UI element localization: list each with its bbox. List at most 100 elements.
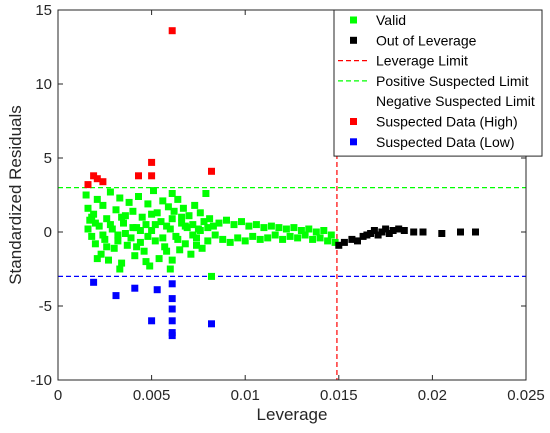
legend-label-6: Suspected Data (High) (376, 114, 518, 130)
point-series2-16 (410, 228, 418, 236)
point-series1-56 (185, 212, 193, 220)
legend-label-1: Valid (376, 12, 406, 28)
point-series1-93 (297, 227, 305, 234)
legend-label-4: Positive Suspected Limit (376, 73, 529, 89)
point-series1-31 (138, 213, 146, 221)
point-series3-7 (148, 172, 156, 180)
y-tick-label-5: 10 (35, 76, 52, 93)
point-series1-124 (148, 210, 156, 218)
point-series4-7 (168, 295, 176, 303)
point-series2-2 (340, 238, 348, 246)
point-series1-28 (133, 224, 141, 232)
point-series1-88 (279, 235, 287, 243)
point-series1-113 (159, 234, 167, 242)
point-series1-2 (84, 204, 92, 212)
point-series1-119 (204, 224, 212, 232)
point-series1-71 (215, 219, 223, 227)
point-series1-14 (106, 188, 114, 196)
point-series1-80 (249, 232, 257, 240)
legend-marker-2 (350, 36, 357, 44)
point-series2-8 (370, 227, 378, 234)
point-series1-41 (157, 218, 165, 226)
plot-frame (57, 9, 527, 381)
point-series1-30 (136, 238, 144, 246)
point-series1-73 (223, 216, 230, 224)
point-series1-77 (238, 218, 245, 226)
point-series1-74 (226, 238, 234, 246)
point-series2-15 (400, 227, 408, 234)
point-series1-89 (282, 225, 290, 233)
point-series1-120 (88, 213, 96, 221)
point-series2-12 (385, 230, 393, 237)
point-series1-106 (106, 221, 114, 229)
point-series1-110 (136, 227, 144, 234)
point-series1-121 (103, 243, 111, 251)
point-series1-114 (166, 225, 174, 233)
point-series1-82 (256, 235, 264, 243)
point-series1-4 (88, 232, 96, 240)
legend-label-5: Negative Suspected Limit (376, 93, 535, 109)
point-series4-1 (90, 278, 98, 286)
point-series2-18 (438, 230, 446, 237)
point-series1-103 (84, 225, 92, 233)
point-series1-6 (91, 240, 99, 248)
point-series1-87 (275, 224, 283, 232)
x-tick-label-4: 0.015 (320, 387, 358, 404)
x-axis-label: Leverage (257, 405, 328, 424)
x-tick-label-6: 0.025 (507, 387, 545, 404)
point-series1-35 (146, 262, 154, 270)
point-series2-1 (335, 241, 343, 249)
point-series1-23 (123, 241, 131, 249)
point-series1-70 (211, 231, 219, 239)
point-series4-5 (153, 286, 161, 294)
point-series1-83 (260, 224, 268, 232)
point-series1-24 (125, 198, 133, 206)
point-series1-58 (189, 221, 197, 229)
point-series1-10 (99, 201, 107, 209)
point-series2-7 (367, 230, 375, 237)
point-series1-97 (312, 228, 320, 236)
point-series1-26 (129, 207, 137, 215)
y-tick-label-6: 15 (35, 2, 52, 19)
point-series1-130 (142, 258, 150, 266)
point-series1-86 (271, 231, 279, 239)
point-series1-84 (264, 234, 272, 242)
point-series2-19 (457, 228, 464, 236)
point-series1-95 (305, 225, 313, 233)
point-series1-19 (116, 194, 124, 202)
point-series2-17 (419, 228, 427, 236)
point-series1-60 (193, 234, 200, 242)
point-series1-115 (174, 235, 182, 243)
point-series2-10 (378, 228, 386, 236)
point-series1-129 (168, 190, 176, 197)
point-series1-128 (168, 256, 176, 264)
y-tick-label-2: -5 (39, 298, 52, 315)
point-series1-111 (144, 232, 152, 240)
point-series1-112 (151, 221, 159, 229)
point-series1-18 (114, 231, 122, 239)
point-series2-20 (472, 228, 479, 236)
x-tick-label-1: 0 (54, 387, 62, 404)
point-series1-42 (159, 197, 167, 205)
legend-marker-7 (350, 138, 357, 146)
point-series1-94 (301, 231, 309, 239)
point-series1-78 (241, 237, 249, 245)
point-series1-99 (320, 227, 328, 234)
point-series1-122 (118, 213, 126, 221)
legend-label-3: Leverage Limit (376, 53, 468, 69)
point-series1-96 (309, 235, 317, 243)
point-series1-21 (120, 219, 127, 227)
point-series1-53 (179, 204, 187, 212)
y-tick-label-3: 0 (44, 224, 52, 241)
point-series3-6 (148, 158, 156, 166)
point-series1-17 (112, 206, 120, 214)
point-series1-104 (91, 219, 99, 227)
point-series1-66 (204, 237, 212, 245)
point-series1-59 (191, 201, 199, 209)
point-series1-32 (140, 247, 148, 255)
point-series2-4 (354, 237, 361, 245)
point-series1-27 (131, 252, 139, 260)
point-series1-117 (189, 231, 197, 239)
point-series1-9 (97, 250, 105, 258)
